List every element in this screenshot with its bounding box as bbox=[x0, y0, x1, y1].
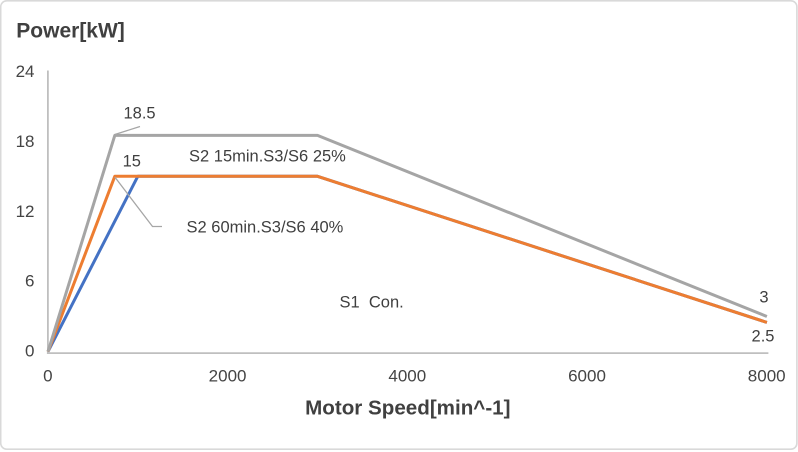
svg-text:4000: 4000 bbox=[388, 367, 426, 386]
svg-text:12: 12 bbox=[16, 202, 35, 221]
svg-text:0: 0 bbox=[43, 367, 52, 386]
svg-text:6000: 6000 bbox=[568, 367, 606, 386]
svg-text:S2 15min.S3/S6 25%: S2 15min.S3/S6 25% bbox=[189, 148, 346, 166]
svg-text:2.5: 2.5 bbox=[752, 328, 775, 346]
svg-text:6: 6 bbox=[25, 272, 34, 291]
svg-text:S2 60min.S3/S6 40%: S2 60min.S3/S6 40% bbox=[187, 218, 344, 236]
svg-text:S1 Con.: S1 Con. bbox=[340, 294, 404, 312]
svg-text:15: 15 bbox=[123, 152, 141, 170]
svg-text:18.5: 18.5 bbox=[124, 105, 156, 123]
svg-text:2000: 2000 bbox=[209, 367, 247, 386]
svg-text:3: 3 bbox=[759, 289, 768, 307]
svg-text:24: 24 bbox=[16, 62, 35, 81]
svg-text:0: 0 bbox=[25, 342, 34, 361]
svg-text:Motor Speed[min^-1]: Motor Speed[min^-1] bbox=[305, 396, 510, 419]
svg-text:8000: 8000 bbox=[748, 367, 786, 386]
svg-text:18: 18 bbox=[16, 132, 35, 151]
svg-text:Power[kW]: Power[kW] bbox=[16, 19, 125, 42]
